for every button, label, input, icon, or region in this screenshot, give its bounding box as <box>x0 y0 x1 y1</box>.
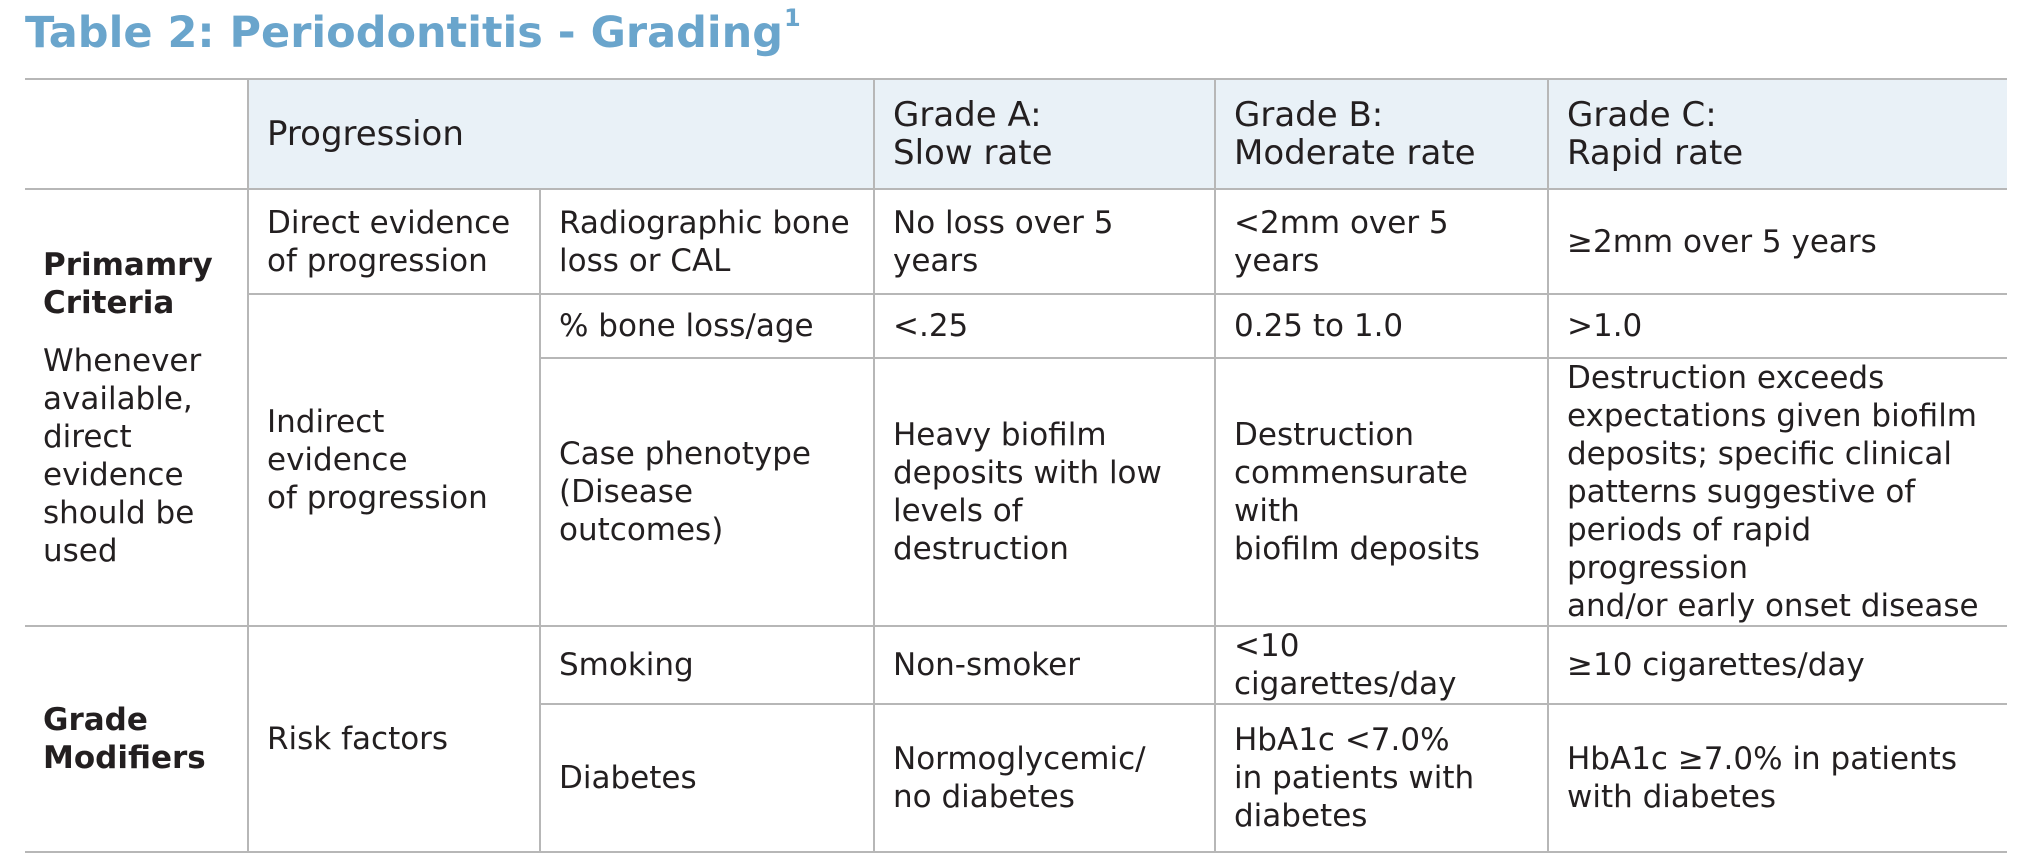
phenotype-measure-cell: Case phenotype (Disease outcomes) <box>540 357 875 627</box>
primary-note-line: should be <box>43 494 195 531</box>
radiographic-measure-line: loss or CAL <box>559 242 731 279</box>
cell-line: Destruction <box>1234 417 1415 453</box>
cell-line: in patients with <box>1234 760 1475 796</box>
indirect-evidence-line: of progression <box>267 480 488 516</box>
grade-a-cell: Heavy biofilm deposits with low levels o… <box>873 357 1216 627</box>
indirect-evidence-cell: Indirect evidence of progression <box>248 293 541 627</box>
direct-evidence-cell: Direct evidence of progression <box>247 188 541 295</box>
table-row: Diabetes Normoglycemic/ no diabetes HbA1… <box>25 703 2007 853</box>
header-corner-cell <box>25 78 249 190</box>
header-grade-a-line: Grade A: <box>893 95 1042 135</box>
grade-a-cell: No loss over 5 years <box>873 188 1216 295</box>
title-footnote-marker: 1 <box>784 4 801 32</box>
header-progression-text: Progression <box>267 114 464 154</box>
grade-b-cell: <10 cigarettes/day <box>1214 625 1549 705</box>
cell-line: with diabetes <box>1567 779 1777 815</box>
cell-line: periods of rapid progression <box>1567 512 1812 586</box>
cell-line: Normoglycemic/ <box>893 741 1146 777</box>
radiographic-measure-line: Radiographic bone <box>559 204 850 241</box>
primary-note-line: available, <box>43 380 193 417</box>
header-row: Progression Grade A: Slow rate Grade B: … <box>25 78 2007 190</box>
cell-line: deposits with low <box>893 455 1162 491</box>
header-grade-b: Grade B: Moderate rate <box>1214 78 1549 190</box>
grade-a-cell: Normoglycemic/ no diabetes <box>873 703 1216 853</box>
table-title: Table 2: Periodontitis - Grading1 <box>25 4 801 58</box>
primary-note-line: direct <box>43 418 132 455</box>
grade-b-cell: HbA1c <7.0% in patients with diabetes <box>1214 703 1549 853</box>
cell-line: deposits; specific clinical <box>1567 436 1952 472</box>
grade-b-cell: <2mm over 5 years <box>1214 188 1549 295</box>
cell-line: HbA1c ≥7.0% in patients <box>1567 741 1957 777</box>
indirect-evidence-line: Indirect evidence <box>267 404 408 478</box>
header-progression: Progression <box>247 78 875 190</box>
table-row: Grade Modifiers Risk factors Smoking Non… <box>25 625 2007 853</box>
primary-criteria-label-line: Criteria <box>43 284 175 321</box>
cell-line: commensurate with <box>1234 455 1468 529</box>
cell-line: levels of destruction <box>893 493 1069 567</box>
cell-line: Destruction exceeds <box>1567 360 1885 396</box>
table-row: Indirect evidence of progression % bone … <box>25 293 2007 627</box>
cell-line: Heavy biofilm <box>893 417 1107 453</box>
smoking-measure-cell: Smoking <box>539 625 875 705</box>
cell-line: no diabetes <box>893 779 1075 815</box>
direct-evidence-line: Direct evidence <box>267 204 511 241</box>
grade-c-cell: ≥2mm over 5 years <box>1547 188 2007 295</box>
grade-modifiers-cell: Grade Modifiers <box>25 625 249 853</box>
header-grade-c-line: Grade C: <box>1567 95 1717 135</box>
grade-a-cell: <.25 <box>873 293 1216 359</box>
header-grade-c-line: Rapid rate <box>1567 133 1744 173</box>
header-grade-c: Grade C: Rapid rate <box>1547 78 2007 190</box>
grade-c-cell: >1.0 <box>1547 293 2007 359</box>
title-text: Table 2: Periodontitis - Grading <box>25 8 784 58</box>
primary-note-line: used <box>43 532 118 569</box>
grade-c-cell: ≥10 cigarettes/day <box>1547 625 2007 705</box>
primary-criteria-note: Whenever available, direct evidence shou… <box>43 342 229 570</box>
cell-line: diabetes <box>1234 798 1368 834</box>
direct-evidence-line: of progression <box>267 242 488 279</box>
grade-b-cell: Destruction commensurate with biofilm de… <box>1214 357 1549 627</box>
risk-factors-cell: Risk factors <box>247 625 541 853</box>
cell-line: HbA1c <7.0% <box>1234 722 1450 758</box>
grade-a-cell: Non-smoker <box>873 625 1216 705</box>
primary-criteria-cell: Primamry Criteria Whenever available, di… <box>25 188 249 627</box>
grade-c-cell: Destruction exceeds expectations given b… <box>1547 357 2007 627</box>
primary-note-line: evidence <box>43 456 184 493</box>
grade-modifiers-label-line: Modifiers <box>43 740 206 776</box>
grade-modifiers-label-line: Grade <box>43 702 148 738</box>
cell-line: expectations given biofilm <box>1567 398 1978 434</box>
bone-loss-measure-cell: % bone loss/age <box>539 293 875 359</box>
primary-criteria-label-line: Primamry <box>43 246 213 283</box>
header-grade-a: Grade A: Slow rate <box>873 78 1216 190</box>
diabetes-measure-cell: Diabetes <box>540 703 875 853</box>
cell-line: biofilm deposits <box>1234 531 1480 567</box>
header-grade-a-line: Slow rate <box>893 133 1053 173</box>
table-row: Case phenotype (Disease outcomes) Heavy … <box>25 357 2007 627</box>
header-grade-b-line: Moderate rate <box>1234 133 1476 173</box>
grade-b-cell: 0.25 to 1.0 <box>1214 293 1549 359</box>
header-grade-b-line: Grade B: <box>1234 95 1384 135</box>
cell-line: patterns suggestive of <box>1567 474 1916 510</box>
radiographic-measure-cell: Radiographic bone loss or CAL <box>539 188 875 295</box>
table-row: Primamry Criteria Whenever available, di… <box>25 188 2007 627</box>
primary-note-line: Whenever <box>43 342 202 379</box>
grading-table: Progression Grade A: Slow rate Grade B: … <box>25 78 2007 853</box>
phenotype-measure-line: Case phenotype <box>559 436 811 472</box>
cell-line: and/or early onset disease <box>1567 588 1979 624</box>
grade-c-cell: HbA1c ≥7.0% in patients with diabetes <box>1547 703 2007 853</box>
phenotype-measure-line: (Disease outcomes) <box>559 474 724 548</box>
